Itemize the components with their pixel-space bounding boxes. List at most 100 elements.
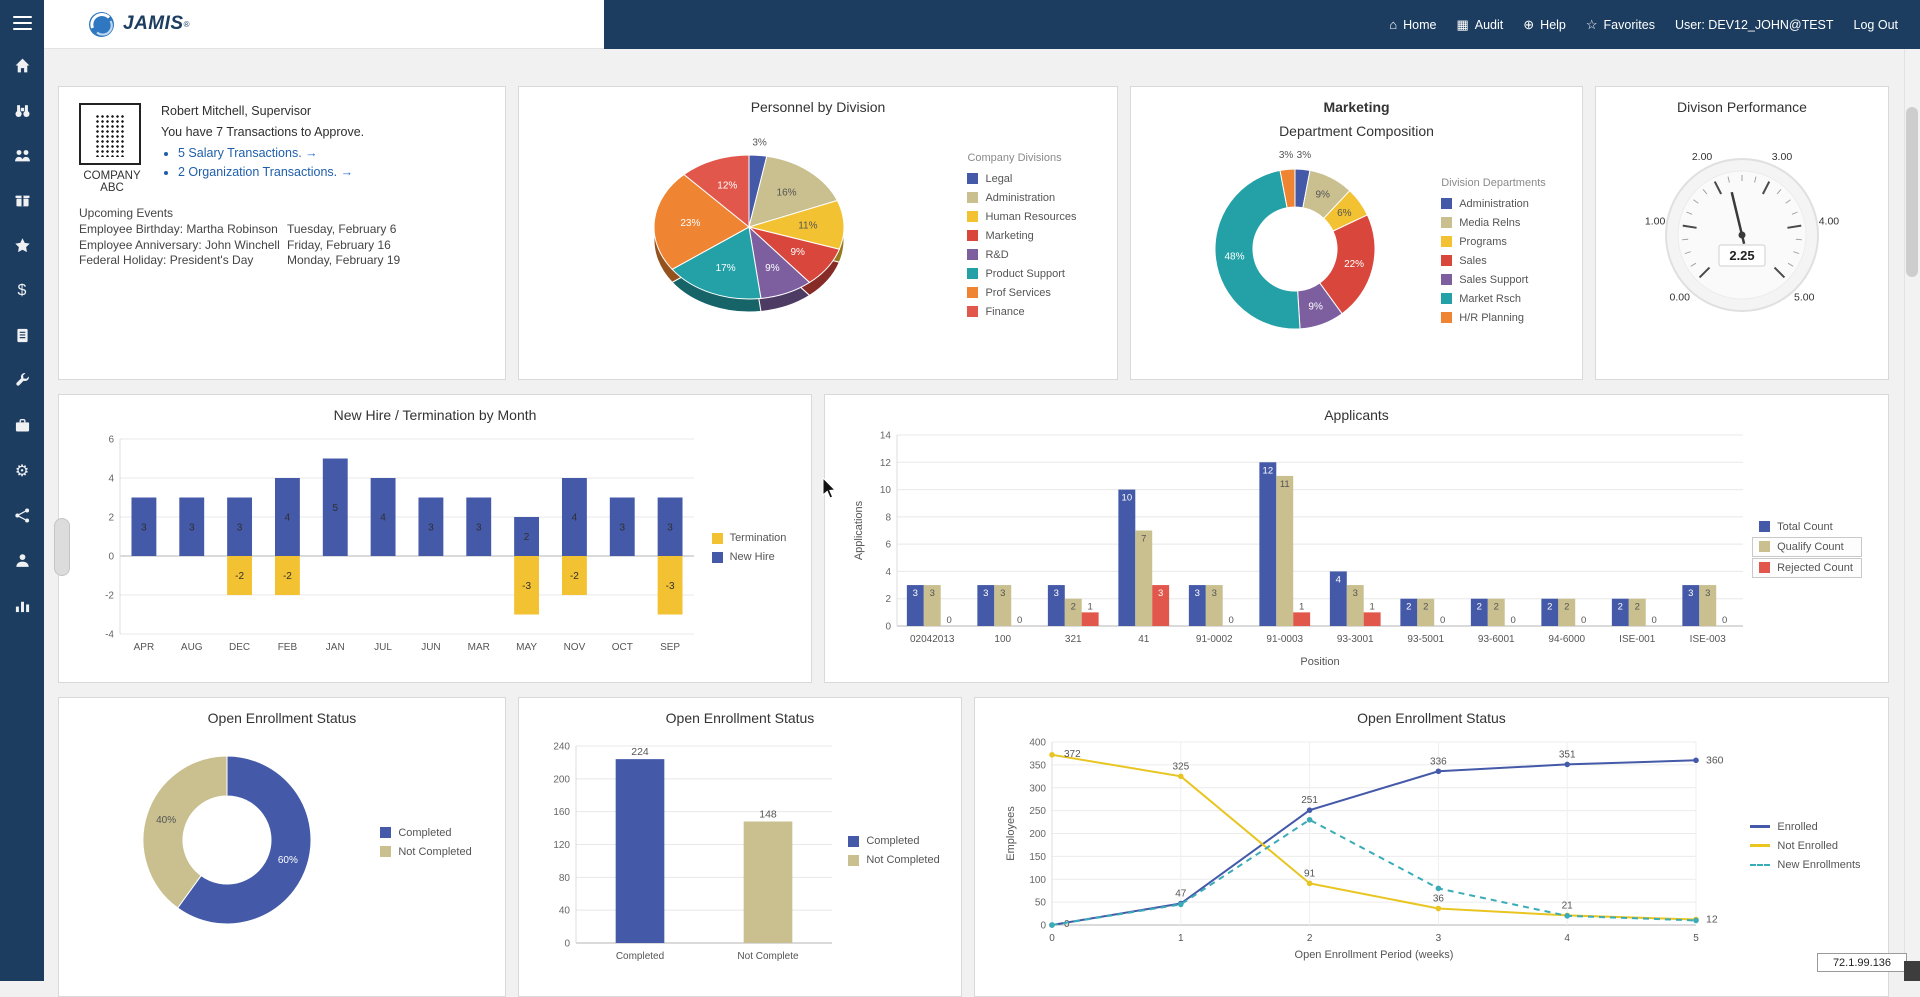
- legend-item-completed[interactable]: Completed: [380, 827, 471, 839]
- legend-swatch: [712, 533, 723, 544]
- svg-text:47: 47: [1176, 888, 1188, 899]
- users-icon[interactable]: [13, 146, 32, 165]
- legend-item-marketing[interactable]: Marketing: [967, 230, 1076, 242]
- nav-user-dev12-john-test[interactable]: User: DEV12_JOHN@TEST: [1675, 18, 1834, 32]
- menu-icon[interactable]: [13, 16, 32, 30]
- nav-favorites[interactable]: ☆Favorites: [1586, 18, 1655, 32]
- legend-item-new-enrollments[interactable]: New Enrollments: [1750, 859, 1860, 871]
- legend-item-product-support[interactable]: Product Support: [967, 268, 1076, 280]
- legend-item-legal[interactable]: Legal: [967, 173, 1076, 185]
- audit-icon: ▦: [1456, 18, 1468, 31]
- svg-text:148: 148: [760, 809, 778, 821]
- legend-item-qualify-count[interactable]: Qualify Count: [1752, 537, 1862, 557]
- legend-label: Marketing: [985, 230, 1033, 242]
- svg-text:-4: -4: [105, 630, 114, 641]
- svg-text:Open Enrollment Period (weeks): Open Enrollment Period (weeks): [1295, 949, 1454, 961]
- wrench-icon[interactable]: [13, 371, 32, 390]
- svg-text:3: 3: [1195, 588, 1200, 599]
- ledger-icon[interactable]: [13, 326, 32, 345]
- legend-label: Total Count: [1777, 521, 1833, 533]
- legend-swatch: [1759, 541, 1770, 552]
- legend-item-human-resources[interactable]: Human Resources: [967, 211, 1076, 223]
- svg-text:336: 336: [1430, 756, 1447, 767]
- legend-label: Administration: [985, 192, 1055, 204]
- brand-logo[interactable]: JAMIS ®: [44, 0, 604, 49]
- legend-item-sales-support[interactable]: Sales Support: [1441, 274, 1546, 286]
- home-icon[interactable]: [13, 56, 32, 75]
- nav-home[interactable]: ⌂Home: [1389, 18, 1436, 32]
- legend-item-sales[interactable]: Sales: [1441, 255, 1546, 267]
- scrollbar-thumb-left[interactable]: [54, 518, 70, 576]
- svg-text:12: 12: [1263, 465, 1274, 476]
- legend-item-finance[interactable]: Finance: [967, 306, 1076, 318]
- star-icon[interactable]: [13, 236, 32, 255]
- briefcase-icon[interactable]: [13, 416, 32, 435]
- legend-item-h-r-planning[interactable]: H/R Planning: [1441, 312, 1546, 324]
- svg-text:1: 1: [1370, 601, 1375, 612]
- svg-text:0: 0: [1652, 615, 1657, 626]
- nav-help[interactable]: ⊕Help: [1523, 18, 1566, 32]
- svg-text:4: 4: [1336, 574, 1341, 585]
- network-icon[interactable]: [13, 506, 32, 525]
- gift-icon[interactable]: [13, 191, 32, 210]
- enrollment-donut-chart[interactable]: 60%40%: [92, 728, 372, 956]
- legend-item-enrolled[interactable]: Enrolled: [1750, 821, 1860, 833]
- svg-text:2: 2: [1307, 933, 1313, 944]
- svg-text:3%: 3%: [1279, 150, 1294, 161]
- svg-text:2: 2: [523, 532, 529, 543]
- legend-item-not-enrolled[interactable]: Not Enrolled: [1750, 840, 1860, 852]
- svg-text:1: 1: [1178, 933, 1184, 944]
- salary-transactions-link[interactable]: 5 Salary Transactions. →: [178, 146, 364, 160]
- approve-line: You have 7 Transactions to Approve.: [161, 125, 364, 139]
- svg-text:0: 0: [1440, 615, 1445, 626]
- legend-swatch: [380, 827, 391, 838]
- department-donut-chart[interactable]: 3%9%6%22%9%48%3%: [1167, 141, 1433, 359]
- legend-item-programs[interactable]: Programs: [1441, 236, 1546, 248]
- svg-text:60%: 60%: [278, 855, 298, 866]
- legend-item-prof-services[interactable]: Prof Services: [967, 287, 1076, 299]
- chart-icon[interactable]: [13, 596, 32, 615]
- svg-text:3: 3: [1000, 588, 1005, 599]
- binoculars-icon[interactable]: [13, 101, 32, 120]
- legend-item-media-relns[interactable]: Media Relns: [1441, 217, 1546, 229]
- legend-item-r-d[interactable]: R&D: [967, 249, 1076, 261]
- svg-text:240: 240: [554, 742, 571, 753]
- svg-text:17%: 17%: [716, 263, 736, 274]
- svg-text:48%: 48%: [1225, 252, 1245, 263]
- svg-text:360: 360: [1706, 754, 1724, 766]
- legend-item-administration[interactable]: Administration: [967, 192, 1076, 204]
- dollar-icon[interactable]: $: [13, 281, 32, 300]
- personnel-pie-chart[interactable]: 3%16%11%9%9%17%23%12%: [559, 117, 959, 352]
- nav-log-out[interactable]: Log Out: [1854, 18, 1898, 32]
- svg-text:Employees: Employees: [1005, 806, 1017, 861]
- arrow-icon: →: [341, 165, 354, 179]
- mouse-cursor: [822, 478, 840, 502]
- legend-item-completed[interactable]: Completed: [848, 835, 939, 847]
- scrollbar-thumb[interactable]: [1906, 107, 1918, 277]
- svg-text:SEP: SEP: [660, 642, 680, 653]
- svg-text:3: 3: [1353, 588, 1358, 599]
- legend-item-total-count[interactable]: Total Count: [1759, 521, 1862, 533]
- legend-item-market-rsch[interactable]: Market Rsch: [1441, 293, 1546, 305]
- legend-item-new-hire[interactable]: New Hire: [712, 551, 787, 563]
- vertical-scrollbar[interactable]: [1904, 49, 1920, 981]
- user-icon[interactable]: [13, 551, 32, 570]
- legend-item-termination[interactable]: Termination: [712, 532, 787, 544]
- svg-text:0: 0: [1050, 933, 1056, 944]
- svg-text:4: 4: [380, 513, 386, 524]
- legend-item-rejected-count[interactable]: Rejected Count: [1752, 558, 1862, 578]
- legend-item-not-completed[interactable]: Not Completed: [380, 846, 471, 858]
- svg-text:325: 325: [1173, 761, 1190, 772]
- legend-item-administration[interactable]: Administration: [1441, 198, 1546, 210]
- organization-transactions-link[interactable]: 2 Organization Transactions. →: [178, 165, 364, 179]
- cogs-icon[interactable]: ⚙: [13, 461, 32, 480]
- chart-title: Department Composition: [1139, 123, 1574, 139]
- legend-swatch: [1759, 562, 1770, 573]
- legend-item-not-completed[interactable]: Not Completed: [848, 854, 939, 866]
- nav-audit[interactable]: ▦Audit: [1456, 18, 1503, 32]
